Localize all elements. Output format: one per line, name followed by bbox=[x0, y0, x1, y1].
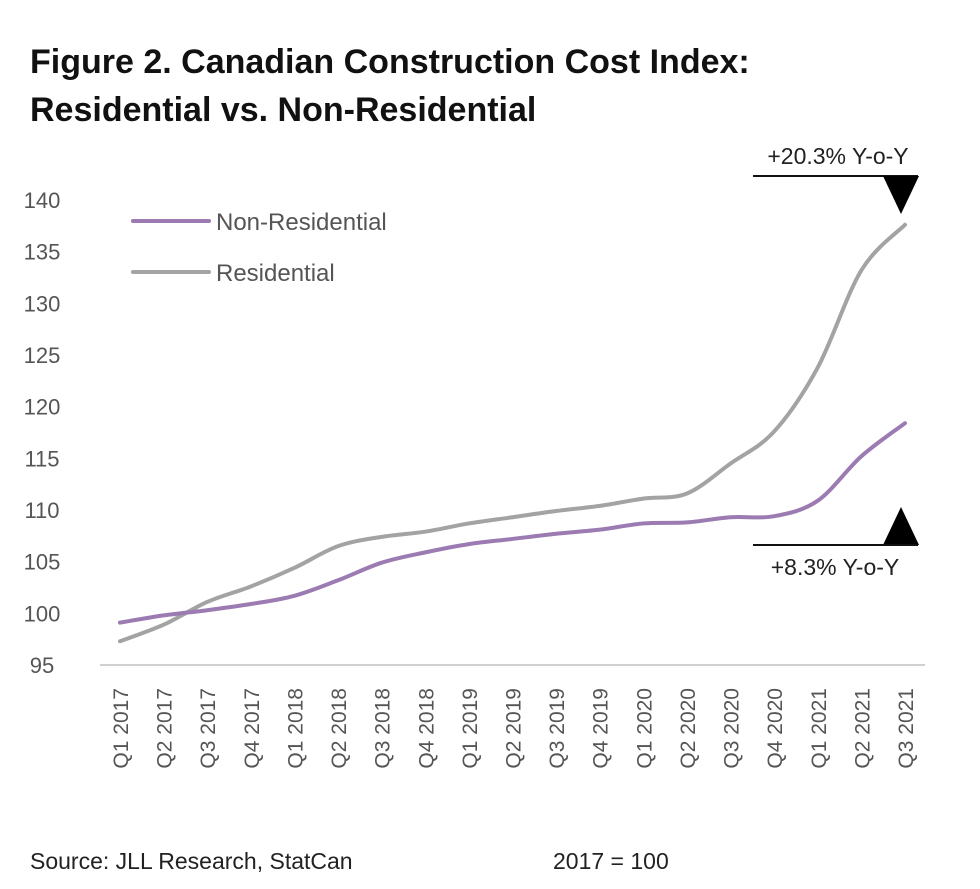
y-tick-label: 135 bbox=[24, 240, 61, 265]
y-tick-label: 130 bbox=[24, 291, 61, 316]
series-line-residential bbox=[118, 222, 907, 644]
series-lines bbox=[118, 222, 907, 644]
x-tick-label: Q4 2019 bbox=[590, 688, 613, 769]
x-tick-label: Q1 2018 bbox=[284, 688, 307, 769]
legend: Non-Residential Residential bbox=[131, 209, 387, 287]
x-tick-label: Q3 2018 bbox=[372, 688, 395, 769]
y-tick-label: 140 bbox=[24, 188, 61, 213]
y-tick-label: 115 bbox=[24, 446, 59, 471]
x-tick-label: Q1 2019 bbox=[459, 688, 482, 769]
annotation-label: +8.3% Y-o-Y bbox=[771, 554, 900, 580]
legend-label: Non-Residential bbox=[216, 209, 387, 236]
x-tick-label: Q4 2020 bbox=[764, 688, 787, 769]
y-tick-label: 125 bbox=[24, 343, 61, 368]
source-note: Source: JLL Research, StatCan bbox=[30, 848, 353, 874]
x-tick-label: Q1 2021 bbox=[808, 688, 831, 769]
x-tick-label: Q2 2020 bbox=[677, 688, 700, 769]
y-tick-label: 95 bbox=[30, 653, 54, 678]
x-tick-label: Q2 2018 bbox=[328, 688, 351, 769]
chart-title-line1: Figure 2. Canadian Construction Cost Ind… bbox=[30, 43, 750, 81]
annotation-label: +20.3% Y-o-Y bbox=[767, 143, 908, 169]
y-tick-label: 120 bbox=[24, 395, 61, 420]
chart-title: Figure 2. Canadian Construction Cost Ind… bbox=[30, 38, 930, 134]
y-tick-label: 105 bbox=[24, 550, 61, 575]
x-tick-label: Q3 2019 bbox=[546, 688, 569, 769]
base-year-note: 2017 = 100 bbox=[553, 848, 669, 874]
x-tick-label: Q2 2017 bbox=[154, 688, 177, 769]
chart-title-line2: Residential vs. Non-Residential bbox=[30, 91, 537, 129]
series-line-non-residential bbox=[118, 421, 907, 625]
x-tick-label: Q1 2020 bbox=[633, 688, 656, 769]
x-tick-label: Q3 2017 bbox=[197, 688, 220, 769]
legend-label: Residential bbox=[216, 260, 335, 287]
x-tick-label: Q3 2020 bbox=[721, 688, 744, 769]
x-tick-label: Q4 2017 bbox=[241, 688, 264, 769]
x-tick-label: Q1 2017 bbox=[110, 688, 133, 769]
y-axis-ticks: 95 100 105 110 115 120 125 130 135 140 bbox=[24, 188, 61, 678]
annotations: +20.3% Y-o-Y +8.3% Y-o-Y bbox=[753, 143, 919, 580]
x-tick-label: Q4 2018 bbox=[415, 688, 438, 769]
x-tick-label: Q3 2021 bbox=[895, 688, 918, 769]
annotation-down-triangle bbox=[883, 176, 919, 214]
x-axis-ticks: Q1 2017 Q2 2017 Q3 2017 Q4 2017 Q1 2018 Q2 20… bbox=[110, 688, 918, 769]
annotation-up-triangle bbox=[883, 507, 919, 545]
y-tick-label: 100 bbox=[24, 601, 61, 626]
y-tick-label: 110 bbox=[24, 498, 59, 523]
x-tick-label: Q2 2019 bbox=[503, 688, 526, 769]
x-tick-label: Q2 2021 bbox=[851, 688, 874, 769]
